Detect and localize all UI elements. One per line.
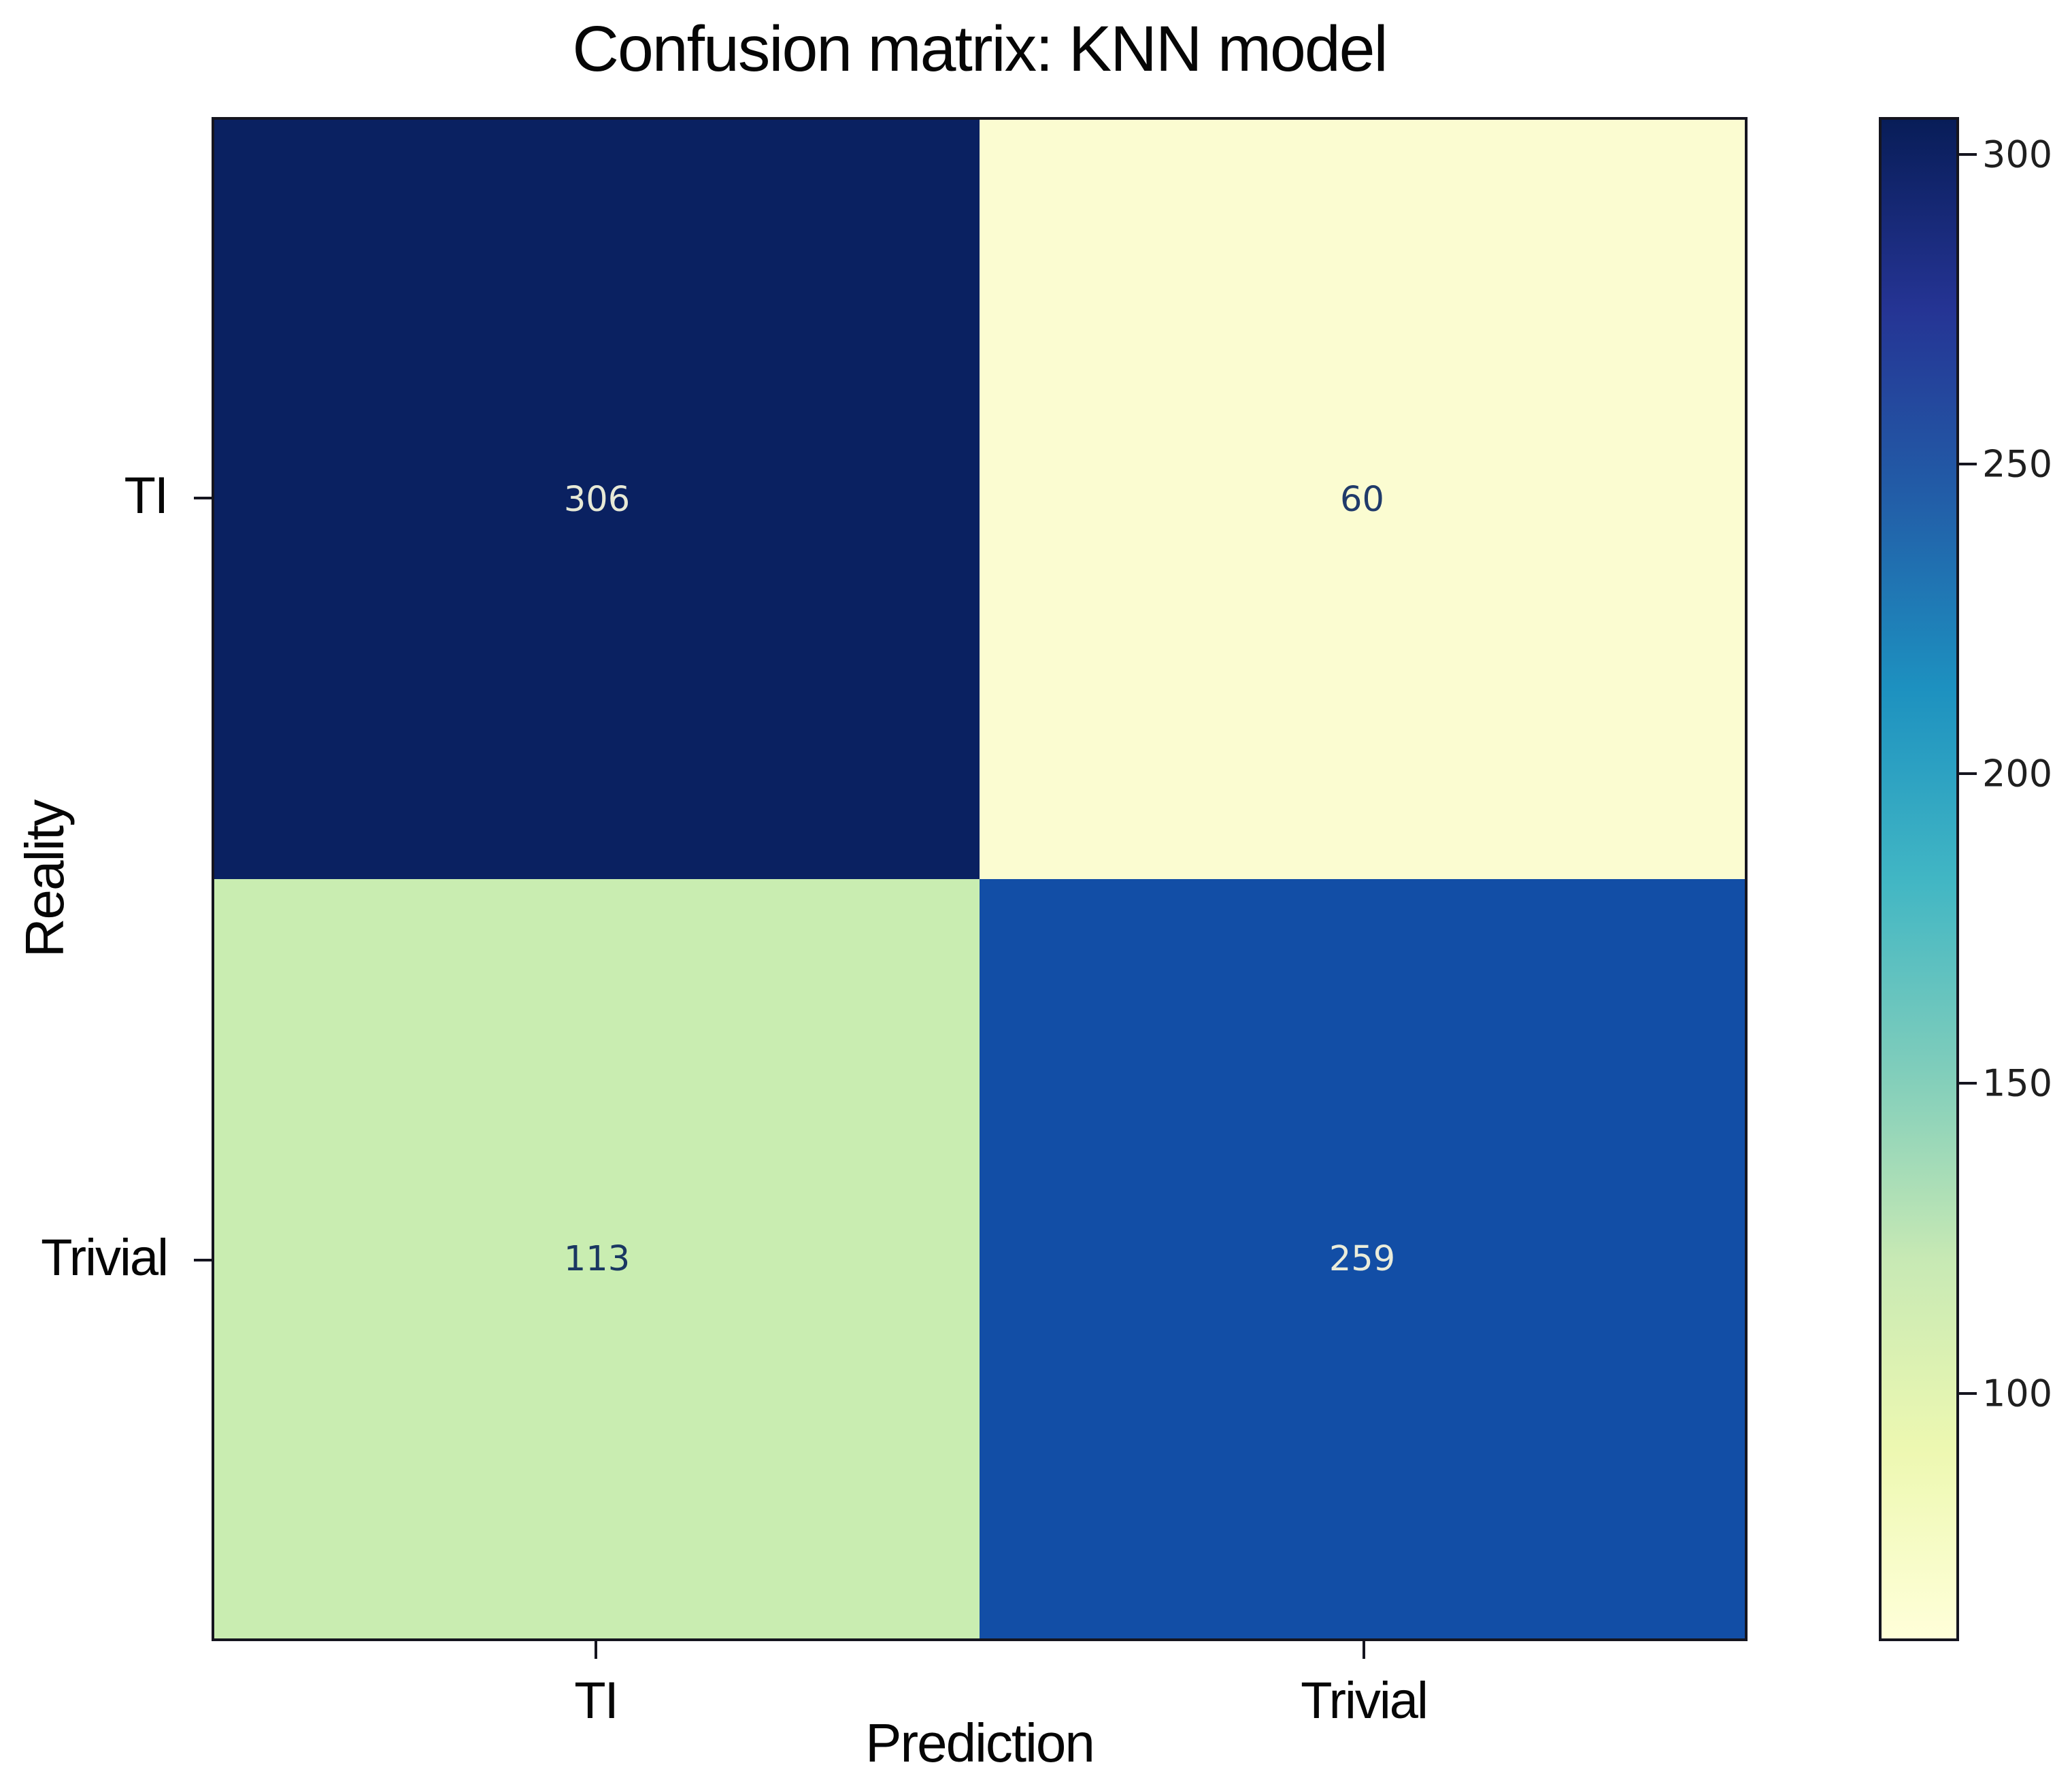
colorbar-gradient [1879,117,1959,1641]
colorbar-tick-label: 200 [1982,752,2053,795]
cell-annotation: 306 [563,479,631,520]
cell-annotation: 60 [1340,479,1384,520]
y-tick-label-ti: TI [124,467,169,525]
x-tick-mark [1363,1641,1365,1659]
heatmap-cell-ti-ti: 306 [214,120,980,879]
x-tick-label-ti: TI [574,1672,619,1730]
colorbar-tick-mark [1959,152,1977,156]
colorbar-tick-mark [1959,462,1977,465]
y-axis-label: Reality [14,800,75,958]
colorbar-tick-label: 300 [1982,133,2053,176]
heatmap: 306 60 113 259 [212,117,1748,1641]
x-tick-label-trivial: Trivial [1301,1672,1428,1730]
colorbar-tick-mark [1959,772,1977,776]
heatmap-cell-ti-trivial: 60 [980,120,1745,879]
cell-annotation: 259 [1329,1238,1396,1279]
y-tick-label-trivial: Trivial [41,1229,169,1287]
colorbar-tick-label: 250 [1982,442,2053,486]
x-tick-mark [595,1641,597,1659]
colorbar-tick-mark [1959,1082,1977,1085]
y-tick-mark [194,497,212,499]
colorbar-tick-label: 150 [1982,1061,2053,1105]
y-tick-mark [194,1259,212,1261]
colorbar-tick-label: 100 [1982,1372,2053,1415]
x-axis-label: Prediction [865,1713,1095,1773]
chart-title: Confusion matrix: KNN model [572,13,1388,85]
colorbar-tick-mark [1959,1391,1977,1395]
heatmap-cell-trivial-ti: 113 [214,879,980,1638]
heatmap-cell-trivial-trivial: 259 [980,879,1745,1638]
cell-annotation: 113 [563,1238,631,1279]
colorbar-ticks: 300 250 200 150 100 [1959,117,2072,1641]
